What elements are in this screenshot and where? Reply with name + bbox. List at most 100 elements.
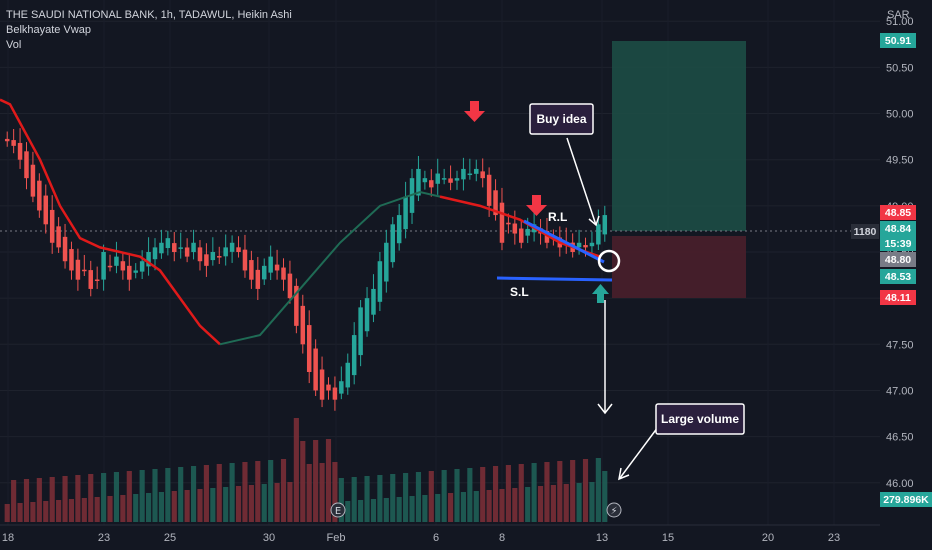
candle-body [493,190,498,216]
volume-bar [480,467,486,522]
time-tick-label: 23 [98,532,110,544]
candle-body [223,247,228,257]
candle-body [107,265,113,268]
volume-bar [448,493,454,522]
volume-bar [422,495,428,522]
volume-bar [396,497,402,522]
earnings-icon-glyph: E [335,506,341,517]
candle-body [37,180,42,211]
candle-body [120,261,126,271]
volume-pointer [619,426,659,479]
candle-body [403,196,408,230]
volume-bar [409,496,415,522]
volume-tag-badge [880,492,932,507]
volume-indicator-name[interactable]: Vol [6,39,22,51]
price-tag-value: 48.53 [885,271,911,283]
candle-body [274,264,280,271]
candle-body [499,202,505,243]
time-tick-label: 23 [828,532,840,544]
volume-bar [56,500,62,522]
volume-bar [152,469,158,522]
volume-bar [210,488,216,522]
symbol-title[interactable]: THE SAUDI NATIONAL BANK, 1h, TADAWUL, He… [6,9,292,21]
volume-bar [570,460,576,522]
volume-bar [467,468,473,522]
candle-body [56,226,61,248]
buy-idea-text: Buy idea [536,112,586,126]
candle-body [49,209,55,243]
time-tick-label: 8 [499,532,505,544]
stop-loss-zone[interactable] [612,236,746,298]
volume-bar [158,492,164,522]
price-tick-label: 50.00 [886,109,914,121]
volume-bar [428,471,434,522]
candles [4,128,608,411]
volume-bar [88,474,94,522]
candle-body [371,288,376,315]
buy-idea-box[interactable] [529,103,594,135]
support-line[interactable] [496,276,613,282]
earnings-icon[interactable] [330,502,346,518]
volume-bar [171,491,177,522]
candle-body [229,242,235,252]
volume-bar [332,462,338,522]
entry-circle[interactable] [597,249,621,273]
volume-bar [589,482,595,522]
take-profit-zone[interactable] [612,41,746,231]
price-tick-label: 51.00 [886,16,914,28]
candle-body [300,305,306,345]
lightning-icon[interactable] [606,502,622,518]
volume-bar [36,478,42,522]
candle-body [204,254,209,266]
price-tag-badge [880,290,916,305]
candle-body [319,369,325,400]
crosshair-badge [851,224,879,239]
price-tag-value: 48.85 [885,207,911,219]
resistance-line[interactable] [523,219,605,264]
candle-body [197,247,203,262]
candle-body [43,195,49,225]
long-position-tool[interactable] [612,41,746,298]
candle-body [441,178,447,180]
price-tag-value: 15:39 [885,238,912,250]
volume-bar [223,487,229,522]
candle-body [210,252,216,261]
candle-body [146,252,151,267]
price-tick-label: 49.50 [886,155,914,167]
price-tag-badge [880,269,916,284]
vwap-line-red [0,98,221,346]
drawings[interactable]: Buy idea Large volume R.L S.L [464,101,745,481]
volume-bar [268,460,274,522]
volume-bar [126,471,132,522]
volume-bar [293,418,299,522]
candle-body [351,335,357,376]
candle-body [24,151,29,179]
volume-bar [602,471,608,522]
indicator-name[interactable]: Belkhayate Vwap [6,24,91,36]
time-axis[interactable]: 18 23 25 30 Feb 6 8 13 15 20 23 [2,532,840,544]
candle-body [525,228,530,236]
pointer-head [588,215,600,227]
candle-body [519,228,524,243]
time-tick-label: 13 [596,532,608,544]
candle-body [287,273,293,299]
large-volume-box[interactable] [655,403,745,435]
time-tick-label: 18 [2,532,14,544]
candle-body [17,142,23,160]
volume-bar [81,498,87,522]
support-label: S.L [510,285,529,299]
candle-body [474,168,479,174]
volume-bar [460,492,466,522]
volume-bar [178,467,184,522]
arrow-up-icon [592,284,609,303]
candle-body [268,256,273,273]
candle-body [172,243,177,252]
price-tag-badge [880,221,916,236]
arrow-down-icon [464,101,485,122]
large-volume-text: Large volume [661,412,739,426]
candle-body [486,174,492,206]
time-tick-label: 6 [433,532,439,544]
candle-body [435,173,440,184]
